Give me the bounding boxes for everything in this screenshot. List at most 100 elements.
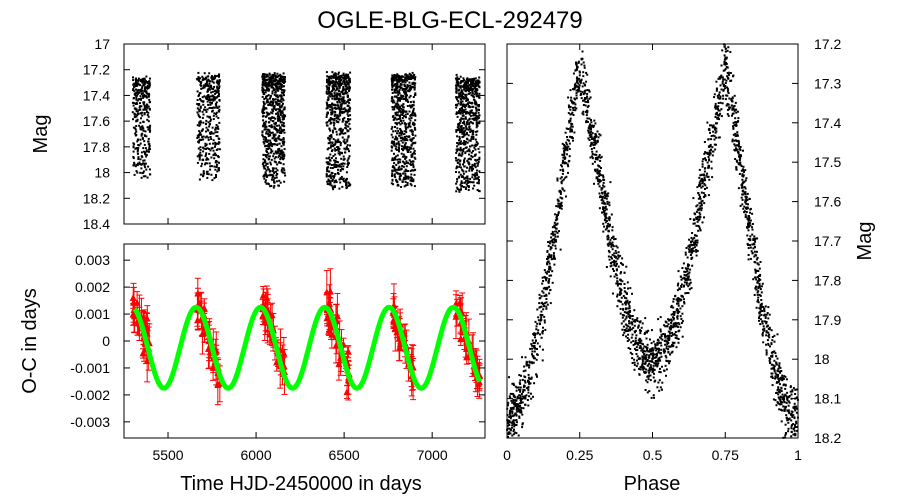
- lightcurve-time-point: [337, 97, 340, 100]
- lightcurve-time-point: [398, 150, 400, 153]
- lightcurve-time-point: [278, 154, 281, 157]
- lightcurve-time-point: [391, 179, 394, 182]
- lightcurve-time-point: [203, 86, 206, 89]
- lightcurve-time-point: [197, 103, 200, 106]
- lightcurve-time-point: [281, 154, 284, 156]
- phase-point: [520, 400, 523, 403]
- lightcurve-time-point: [401, 114, 404, 116]
- lightcurve-time-point: [399, 128, 402, 130]
- lightcurve-time-point: [136, 150, 139, 153]
- lightcurve-time-point: [331, 175, 334, 178]
- phase-point: [521, 426, 524, 429]
- lightcurve-time-point: [467, 86, 470, 89]
- lightcurve-time-point: [343, 102, 346, 105]
- lightcurve-time-point: [345, 184, 348, 187]
- lightcurve-time-point: [198, 109, 201, 112]
- lightcurve-time-point: [325, 113, 328, 116]
- phase-point: [521, 423, 524, 426]
- lightcurve-time-point: [208, 95, 211, 98]
- lightcurve-time-point: [462, 114, 465, 117]
- phase-point: [732, 125, 734, 128]
- lightcurve-time-point: [327, 180, 330, 183]
- lightcurve-time-point: [262, 119, 265, 122]
- lightcurve-time-point: [471, 101, 474, 104]
- lightcurve-time-point: [398, 80, 401, 83]
- lightcurve-time-point: [339, 78, 342, 81]
- lightcurve-time-point: [466, 119, 469, 122]
- lightcurve-time-point: [391, 86, 394, 89]
- oc-point: [143, 314, 151, 322]
- lightcurve-time-point: [413, 185, 416, 188]
- lightcurve-time-point: [330, 81, 333, 84]
- lightcurve-time-point: [347, 82, 350, 85]
- lightcurve-time-point: [139, 102, 141, 105]
- lightcurve-time-point: [276, 99, 279, 101]
- lightcurve-time-point: [281, 118, 284, 121]
- lightcurve-time-point: [132, 126, 135, 129]
- lightcurve-time-point: [341, 82, 344, 85]
- lightcurve-time-point: [466, 176, 468, 179]
- lightcurve-time-point: [209, 131, 211, 134]
- lightcurve-time-point: [472, 96, 475, 99]
- lightcurve-time-point: [204, 96, 207, 99]
- phase-point: [591, 132, 594, 135]
- lightcurve-time-point: [210, 138, 213, 140]
- lightcurve-time-point: [344, 90, 347, 93]
- lightcurve-time-point: [469, 91, 472, 94]
- lightcurve-time-point: [210, 118, 212, 121]
- lightcurve-time-point: [143, 90, 146, 93]
- lightcurve-time-point: [199, 77, 202, 80]
- lightcurve-time-point: [145, 168, 148, 171]
- lightcurve-time-point: [334, 161, 337, 164]
- phase-point: [587, 99, 589, 102]
- lightcurve-time-point: [329, 137, 332, 140]
- oc-point: [325, 326, 333, 334]
- lightcurve-time-point: [404, 116, 407, 119]
- lightcurve-time-point: [335, 117, 338, 120]
- lightcurve-time-point: [473, 93, 476, 96]
- lightcurve-time-point: [265, 74, 268, 76]
- lightcurve-time-point: [147, 115, 150, 118]
- lightcurve-time-point: [205, 148, 208, 150]
- lightcurve-time-point: [404, 127, 407, 130]
- lightcurve-time-point: [282, 99, 285, 102]
- phase-point: [747, 203, 749, 206]
- phase-point: [641, 360, 644, 363]
- lightcurve-time-point: [263, 177, 266, 180]
- lightcurve-time-point: [464, 188, 467, 190]
- lightcurve-time-point: [140, 163, 143, 166]
- lightcurve-time-point: [344, 148, 347, 151]
- lightcurve-time-point: [139, 105, 142, 108]
- lightcurve-time-point: [400, 186, 403, 188]
- lightcurve-time-point: [477, 160, 480, 163]
- phase-point: [562, 147, 565, 150]
- lightcurve-time-point: [409, 182, 412, 185]
- phase-point: [677, 299, 680, 301]
- lightcurve-time-point: [336, 121, 339, 123]
- phase-point: [619, 291, 621, 294]
- lightcurve-time-point: [395, 88, 398, 91]
- lightcurve-time-point: [468, 113, 471, 116]
- lightcurve-time-point: [469, 102, 472, 104]
- lightcurve-time-point: [204, 122, 207, 125]
- lightcurve-time-point: [326, 166, 329, 169]
- lightcurve-time-point: [205, 130, 207, 133]
- lightcurve-time-point: [397, 85, 400, 88]
- lightcurve-time-point: [405, 177, 407, 180]
- lightcurve-time-point: [471, 165, 474, 168]
- lightcurve-time-point: [403, 144, 406, 147]
- phase-point: [751, 212, 754, 215]
- lightcurve-time-point: [211, 90, 214, 93]
- lightcurve-time-point: [466, 85, 469, 88]
- lightcurve-time-point: [392, 165, 395, 168]
- phase-point: [774, 377, 777, 380]
- lightcurve-time-point: [328, 77, 331, 80]
- lightcurve-time-point: [273, 135, 276, 138]
- lightcurve-time-point: [270, 148, 273, 151]
- oc-ylabel: O-C in days: [19, 288, 41, 394]
- lightcurve-time-point: [217, 127, 220, 130]
- phase-point: [684, 253, 687, 256]
- phase-point: [787, 421, 790, 424]
- lightcurve-time-point: [456, 135, 459, 138]
- lightcurve-time-point: [408, 72, 411, 75]
